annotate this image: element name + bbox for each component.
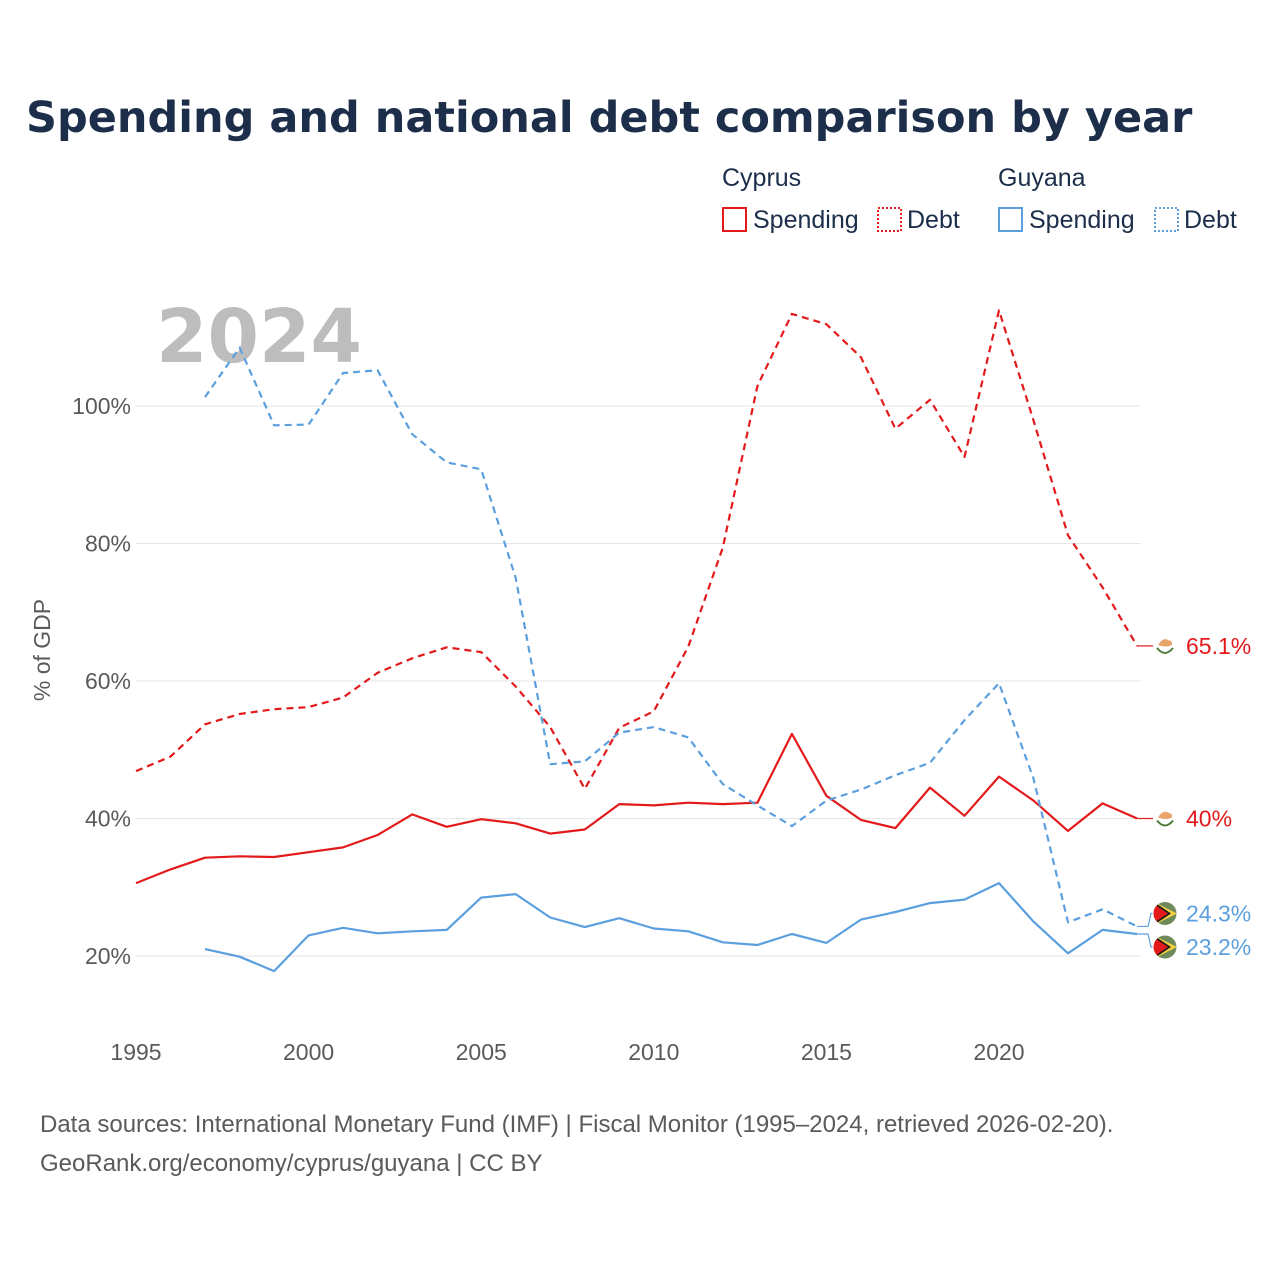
series-lines (135, 309, 1139, 973)
series-line-cyprus-spending[interactable] (135, 732, 1138, 885)
y-tick-label-100: 100% (72, 393, 131, 419)
legend-label-cyprus-spending: Spending (753, 206, 859, 234)
y-tick-label-20: 20% (85, 943, 131, 969)
end-markers: 40% 65.1% 23.2% 24.3% (1137, 633, 1251, 960)
end-label-guyana-debt: 24.3% (1186, 900, 1251, 926)
x-tick-label-2020: 2020 (973, 1039, 1024, 1065)
year-watermark: 2024 (156, 294, 362, 380)
y-tick-label-80: 80% (85, 531, 131, 557)
series-line-guyana-spending[interactable] (204, 881, 1138, 973)
legend-label-guyana-spending: Spending (1029, 206, 1135, 234)
x-tick-label-2005: 2005 (456, 1039, 507, 1065)
guyana-flag-icon (1152, 934, 1178, 960)
attribution-note: GeoRank.org/economy/cyprus/guyana | CC B… (40, 1150, 542, 1177)
x-axis-ticks: 1995 2000 2005 2010 2015 2020 (110, 1039, 1024, 1065)
legend-label-guyana-debt: Debt (1184, 206, 1237, 234)
x-tick-label-2015: 2015 (801, 1039, 852, 1065)
gridlines (136, 405, 1141, 957)
legend-swatch-cyprus-debt[interactable] (877, 207, 902, 232)
chart-title: Spending and national debt comparison by… (26, 93, 1193, 143)
legend-country-cyprus: Cyprus (722, 164, 801, 192)
end-label-cyprus-spending: 40% (1186, 806, 1232, 832)
y-axis-ticks: 20% 40% 60% 80% 100% (72, 393, 131, 969)
legend-swatch-cyprus-spending[interactable] (722, 207, 747, 232)
y-axis-title: % of GDP (29, 599, 55, 701)
end-label-guyana-spending: 23.2% (1186, 934, 1251, 960)
cyprus-flag-icon (1156, 639, 1174, 654)
guyana-flag-icon (1152, 900, 1178, 926)
y-tick-label-40: 40% (85, 806, 131, 832)
x-tick-label-1995: 1995 (110, 1039, 161, 1065)
source-note: Data sources: International Monetary Fun… (40, 1111, 1113, 1138)
legend-country-guyana: Guyana (998, 164, 1086, 192)
end-connector-guyana-spending (1137, 933, 1153, 948)
x-tick-label-2000: 2000 (283, 1039, 334, 1065)
legend-swatch-guyana-debt[interactable] (1154, 207, 1179, 232)
legend: Cyprus Guyana Spending Debt Spending Deb… (722, 164, 1237, 234)
x-tick-label-2010: 2010 (628, 1039, 679, 1065)
series-line-cyprus-debt[interactable] (135, 309, 1139, 791)
end-connector-guyana-debt (1137, 912, 1153, 928)
cyprus-flag-icon (1156, 811, 1174, 827)
series-line-guyana-debt[interactable] (204, 346, 1138, 928)
legend-swatch-guyana-spending[interactable] (998, 207, 1023, 232)
legend-label-cyprus-debt: Debt (907, 206, 960, 234)
y-tick-label-60: 60% (85, 668, 131, 694)
end-label-cyprus-debt: 65.1% (1186, 633, 1251, 659)
